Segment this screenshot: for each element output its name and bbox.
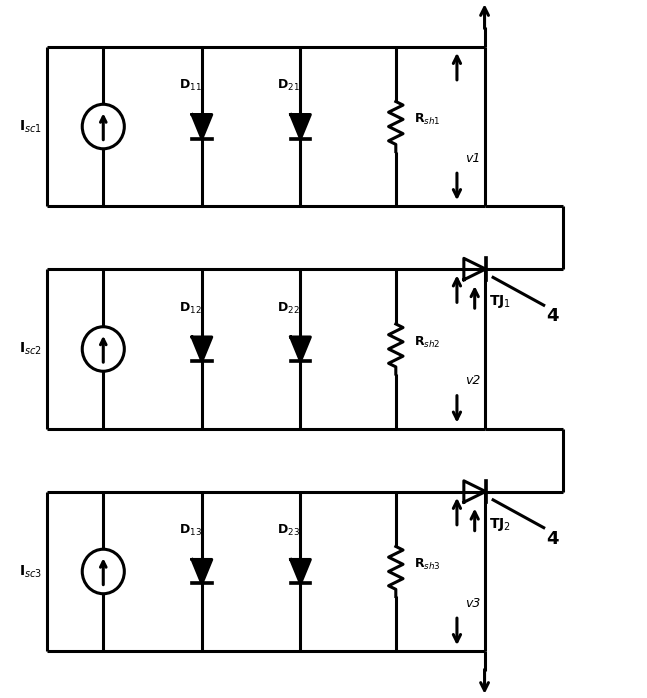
Text: R$_{sh1}$: R$_{sh1}$ <box>413 112 440 127</box>
Text: D$_{23}$: D$_{23}$ <box>278 523 300 538</box>
Text: R$_{sh2}$: R$_{sh2}$ <box>413 334 440 350</box>
Text: I$_{sc3}$: I$_{sc3}$ <box>19 563 42 579</box>
Text: D$_{11}$: D$_{11}$ <box>179 78 202 93</box>
Text: v2: v2 <box>465 374 480 387</box>
Text: v3: v3 <box>465 597 480 610</box>
Text: 4: 4 <box>545 530 558 548</box>
Polygon shape <box>192 114 212 138</box>
Polygon shape <box>291 560 311 584</box>
Text: D$_{22}$: D$_{22}$ <box>278 301 300 315</box>
Polygon shape <box>192 560 212 584</box>
Polygon shape <box>192 337 212 361</box>
Text: v1: v1 <box>465 151 480 165</box>
Polygon shape <box>291 337 311 361</box>
Text: D$_{13}$: D$_{13}$ <box>179 523 202 538</box>
Text: D$_{12}$: D$_{12}$ <box>179 301 202 315</box>
Text: I$_{sc2}$: I$_{sc2}$ <box>19 341 42 357</box>
Text: D$_{21}$: D$_{21}$ <box>278 78 300 93</box>
Text: I$_{sc1}$: I$_{sc1}$ <box>19 119 42 135</box>
Text: TJ$_2$: TJ$_2$ <box>489 516 511 533</box>
Text: 4: 4 <box>545 307 558 325</box>
Text: R$_{sh3}$: R$_{sh3}$ <box>413 557 441 572</box>
Text: TJ$_1$: TJ$_1$ <box>489 293 511 311</box>
Polygon shape <box>291 114 311 138</box>
